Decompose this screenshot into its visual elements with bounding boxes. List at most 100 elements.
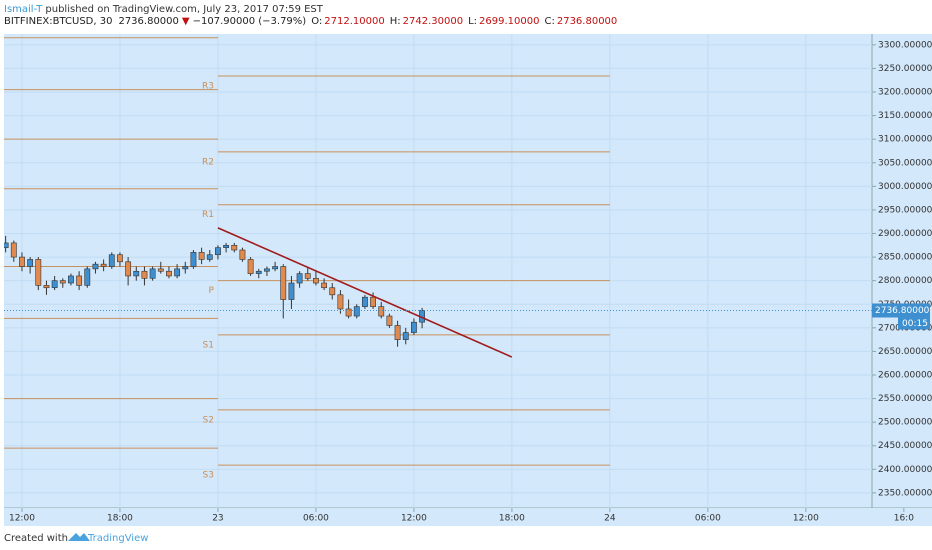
candle-body — [353, 306, 360, 317]
trendline — [217, 227, 513, 358]
pivot-label: P — [209, 286, 215, 296]
ohlc-value: 2742.30000 — [403, 16, 463, 27]
candle-body — [92, 263, 99, 270]
candle-body — [43, 285, 50, 289]
candle-body — [68, 275, 74, 284]
plot: R3 R2 R1 P S1 S2 S3 — [4, 34, 872, 508]
countdown: 00:15 — [902, 319, 928, 329]
published: published on TradingView.com, July 23, 2… — [45, 4, 323, 15]
candle-body — [117, 254, 123, 263]
countdown-tag — [898, 317, 930, 330]
candle-body — [166, 270, 172, 277]
candle-body — [402, 332, 409, 340]
candle-body — [84, 268, 91, 286]
footer-brand[interactable]: TradingView — [87, 533, 148, 544]
candle-body — [149, 268, 156, 279]
candle-body — [329, 287, 336, 296]
candle-body — [386, 315, 393, 326]
ohlc-key: H: — [390, 16, 401, 27]
candle-body — [174, 268, 181, 277]
ohlc-key: L: — [468, 16, 477, 27]
arrow: ▼ — [182, 16, 190, 27]
pivot-label: R2 — [202, 157, 214, 167]
candle-body — [10, 242, 17, 258]
header-line2: BITFINEX:BTCUSD, 30 2736.80000 ▼ −107.90000… — [4, 16, 617, 27]
x-tick-label: 16:0 — [894, 514, 914, 524]
footer-created: Created with — [4, 533, 68, 544]
change: −107.90000 (−3.79%) — [193, 16, 307, 27]
candle-body — [288, 282, 295, 300]
candle-body — [247, 259, 254, 274]
symbol: BITFINEX:BTCUSD, 30 — [4, 16, 112, 27]
logo — [68, 533, 90, 541]
author[interactable]: Ismail-T — [4, 4, 43, 15]
candle-body — [337, 294, 344, 310]
x-tick-label: 23 — [212, 514, 223, 524]
candle-body — [35, 259, 42, 286]
candle-body — [362, 296, 368, 307]
candle-body — [272, 266, 279, 270]
header-line1: Ismail-T published on TradingView.com, Ju… — [4, 4, 324, 15]
last-price-tag — [872, 303, 930, 318]
candle-body — [394, 325, 401, 340]
pivot-label: R3 — [202, 81, 214, 91]
x-tick-label: 24 — [604, 514, 616, 524]
x-tick-label: 12:00 — [9, 514, 35, 524]
candle-body — [231, 244, 238, 251]
candle-body — [345, 308, 352, 317]
candle-body — [59, 280, 66, 284]
x-tick-label: 06:00 — [695, 514, 721, 524]
pivot-label: S2 — [202, 415, 213, 425]
candle-body — [206, 254, 213, 260]
candle-body — [370, 296, 376, 307]
candle-body — [133, 270, 140, 277]
candle-body — [198, 252, 205, 260]
candle-body — [321, 282, 328, 289]
candle-body — [76, 275, 83, 286]
candle-body — [108, 254, 115, 267]
ohlc-value: 2699.10000 — [479, 16, 539, 27]
candle-body — [215, 247, 221, 256]
price: 2736.80000 — [118, 16, 178, 27]
x-axis-bg — [4, 508, 932, 526]
candle-body — [410, 321, 417, 333]
pivot-label: S3 — [202, 471, 213, 481]
ohlc-value: 2712.10000 — [324, 16, 384, 27]
candle-body — [19, 256, 25, 267]
candle-body — [264, 268, 270, 272]
x-tick-label: 18:00 — [107, 514, 133, 524]
x-tick-label: 06:00 — [303, 514, 329, 524]
candle-body — [280, 266, 287, 300]
axis-bg — [872, 34, 932, 508]
candle-body — [27, 259, 34, 267]
header-bg — [0, 0, 932, 32]
candle-body — [296, 273, 303, 284]
candle-body — [223, 244, 230, 248]
candle-body — [304, 273, 311, 279]
ohlc-key: C: — [544, 16, 554, 27]
candle-body — [182, 266, 189, 270]
x-tick-label: 12:00 — [401, 514, 427, 524]
candle-body — [239, 249, 246, 260]
x-tick-label: 12:00 — [793, 514, 819, 524]
candle-body — [157, 268, 164, 272]
candle-body — [190, 252, 197, 267]
pivot-label: R1 — [202, 210, 214, 220]
candle-body — [313, 278, 319, 284]
candle-body — [378, 306, 385, 317]
